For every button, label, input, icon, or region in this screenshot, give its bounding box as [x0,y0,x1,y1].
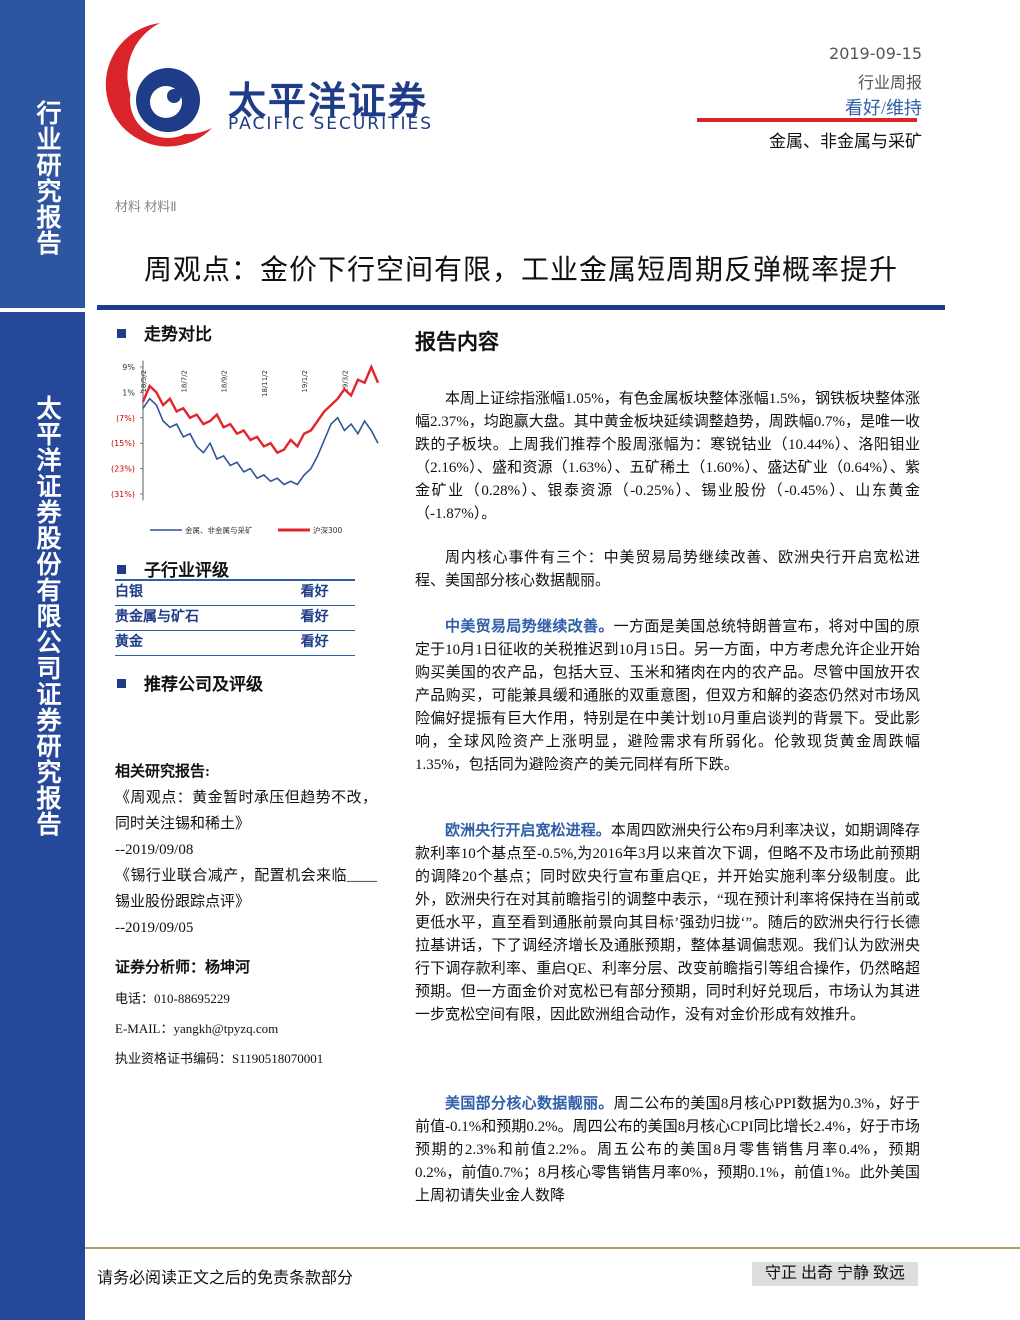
lead: 美国部分核心数据靓丽。 [445,1096,614,1112]
y-tick-label: (23%) [111,465,135,474]
email: E-MAIL：yangkh@tpyzq.com [115,1021,279,1036]
logo-english: PACIFIC SECURITIES [228,114,434,134]
rating-value: 看好 [300,585,329,600]
section-heading: 子行业评级 [117,556,229,581]
rating-value: 看好 [300,610,329,625]
content-heading: 报告内容 [415,330,499,354]
license: 执业资格证书编码：S1190518070001 [115,1051,324,1066]
y-tick-label: 9% [122,363,135,372]
rating-row: 黄金 看好 [115,631,355,656]
disclaimer: 请务必阅读正文之后的免责条款部分 [97,1270,354,1287]
x-tick-label: 18/9/2 [221,370,229,393]
text: 走势对比 [144,325,212,344]
x-tick-label: 18/11/2 [261,370,269,397]
y-tick-label: 1% [122,388,135,397]
text: 周二公布的美国8月核心PPI数据为0.3%，好于前值-0.1%和预期0.2%。周… [415,1096,920,1204]
paragraph: 欧洲央行开启宽松进程。本周四欧洲央行公布9月利率决议，如期调降存款利率10个基点… [415,820,920,1027]
related-list: 《周观点：黄金暂时承压但趋势不改，同时关注锡和稀土》 --2019/09/08 … [115,785,377,941]
related-heading: 相关研究报告: [115,764,210,780]
text: 一方面是美国总统特朗普宣布，将对中国的原定于10月1日征收的关税推迟到10月15… [415,619,920,773]
section-heading: 推荐公司及评级 [117,670,263,695]
rating-table: 白银 看好 贵金属与矿石 看好 黄金 看好 [115,579,355,656]
text: 子行业评级 [144,561,229,580]
title-rule [97,305,945,310]
sector: 金属、非金属与采矿 [769,132,922,151]
legend-label: 沪深300 [313,525,343,535]
lead: 欧洲央行开启宽松进程。 [445,823,611,839]
legend-label: 金属、非金属与采矿 [185,525,253,535]
title: 周观点：金价下行空间有限，工业金属短周期反弹概率提升 [143,255,898,286]
logo-name: 太平洋证券 [228,79,429,123]
text: 周内核心事件有三个：中美贸易局势继续改善、欧洲央行开启宽松进程、美国部分核心数据… [415,550,920,589]
text: 本周四欧洲央行公布9月利率决议，如期调降存款利率10个基点至-0.5%,为201… [415,823,920,1023]
phone: 电话：010-88695229 [115,991,230,1006]
x-tick-label: 18/7/2 [180,370,188,393]
x-tick-label: 18/5/2 [140,370,148,393]
series-line [142,397,379,486]
rating-industry: 贵金属与矿石 [115,610,199,625]
sidebar-label: 行业研究报告 [33,100,60,256]
x-tick-label: 19/1/2 [301,370,309,393]
series-line [141,363,380,455]
text: 推荐公司及评级 [144,675,263,694]
motto: 守正 出奇 宁静 致远 [752,1262,918,1286]
category: 材料 材料Ⅱ [115,199,177,214]
related-title: 《周观点：黄金暂时承压但趋势不改，同时关注锡和稀土》 [115,790,377,832]
y-tick-label: (31%) [111,490,135,499]
text: 本周上证综指涨幅1.05%，有色金属板块整体涨幅1.5%，钢铁板块整体涨幅2.3… [415,391,920,522]
y-tick-label: (15%) [111,439,135,448]
rating-row: 贵金属与矿石 看好 [115,606,355,631]
rating: 看好/维持 [844,98,922,118]
x-tick-label: 19/3/2 [341,370,349,393]
report-type: 行业周报 [857,75,922,92]
analyst: 证券分析师：杨坤河 [115,960,251,976]
paragraph: 中美贸易局势继续改善。一方面是美国总统特朗普宣布，将对中国的原定于10月1日征收… [415,616,920,777]
related-date: --2019/09/08 [115,842,194,858]
sidebar-top [0,0,85,308]
rating-industry: 黄金 [115,635,143,650]
rating-industry: 白银 [115,585,143,600]
sidebar-bottom [0,312,85,1320]
rating-row: 白银 看好 [115,581,355,606]
paragraph: 周内核心事件有三个：中美贸易局势继续改善、欧洲央行开启宽松进程、美国部分核心数据… [415,547,920,593]
trend-chart: 9% 1% (7%) (15%) (23%) (31%) 18/5/2 18/7/2 18/9/… [111,360,380,535]
date: 2019-09-15 [829,44,922,63]
sidebar-company: 太平洋证券股份有限公司证券研究报告 [33,395,60,837]
footer-rule [85,1247,1020,1249]
section-heading: 走势对比 [117,320,212,345]
rule [697,118,917,122]
paragraph: 本周上证综指涨幅1.05%，有色金属板块整体涨幅1.5%，钢铁板块整体涨幅2.3… [415,388,920,526]
paragraph: 美国部分核心数据靓丽。周二公布的美国8月核心PPI数据为0.3%，好于前值-0.… [415,1093,920,1208]
y-tick-label: (7%) [116,414,135,423]
rating-value: 看好 [300,635,329,650]
related-date: --2019/09/05 [115,920,194,936]
related-title: 《锡行业联合减产，配置机会来临____锡业股份跟踪点评》 [115,868,377,910]
logo-mark [105,23,212,147]
lead: 中美贸易局势继续改善。 [445,619,614,635]
